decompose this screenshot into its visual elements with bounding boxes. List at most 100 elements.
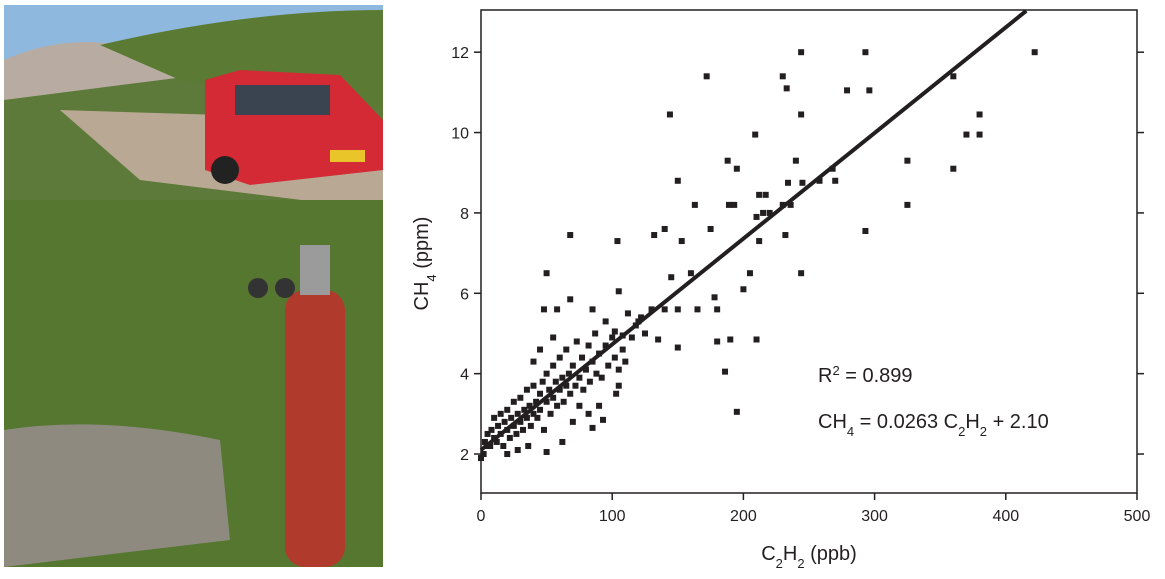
point — [589, 424, 596, 431]
point — [655, 336, 662, 343]
point — [517, 418, 524, 425]
point — [559, 438, 566, 445]
point — [602, 318, 609, 325]
point — [501, 418, 508, 425]
point — [488, 426, 495, 433]
y-tick-label: 10 — [451, 126, 469, 143]
point — [589, 306, 596, 313]
point — [572, 382, 579, 389]
point — [497, 410, 504, 417]
point — [622, 358, 629, 365]
y-tick-label: 4 — [460, 367, 469, 384]
annotation-part: CH — [818, 411, 847, 433]
point — [480, 451, 487, 458]
point — [565, 370, 572, 377]
point — [722, 368, 729, 375]
point — [798, 49, 805, 56]
point — [787, 201, 794, 208]
y-tick-label: 2 — [460, 447, 469, 464]
point — [576, 374, 583, 381]
point — [543, 449, 550, 456]
point — [556, 386, 563, 393]
x-axis-label-part: 2 — [797, 556, 804, 571]
y-axis-label-part: CH — [411, 282, 433, 311]
point — [963, 131, 970, 138]
point — [746, 270, 753, 277]
annotation: CH4 = 0.0263 C2H2 + 2.10 — [818, 411, 1049, 439]
point — [725, 201, 732, 208]
point — [530, 382, 537, 389]
point — [733, 165, 740, 172]
point — [711, 294, 718, 301]
point — [559, 374, 566, 381]
annotation-part: + 2.10 — [987, 411, 1049, 433]
point — [648, 306, 655, 313]
point — [950, 165, 957, 172]
point — [628, 334, 635, 341]
point — [491, 414, 498, 421]
point — [547, 410, 554, 417]
point — [605, 362, 612, 369]
x-tick-label: 0 — [477, 508, 486, 525]
point — [592, 330, 599, 337]
point — [506, 434, 513, 441]
point — [733, 408, 740, 415]
point — [537, 346, 544, 353]
x-tick-label: 400 — [992, 508, 1019, 525]
point — [586, 378, 593, 385]
point — [510, 398, 517, 405]
annotation-part: 2 — [832, 363, 839, 378]
point — [613, 390, 620, 397]
point — [500, 442, 507, 449]
point — [569, 362, 576, 369]
x-axis-label-part: C — [761, 543, 775, 565]
point — [611, 328, 618, 335]
y-tick-label: 8 — [460, 206, 469, 223]
point — [798, 270, 805, 277]
point — [779, 73, 786, 80]
annotation-part: = 0.0263 C — [854, 411, 958, 433]
point — [481, 438, 488, 445]
point — [521, 406, 528, 413]
point — [766, 209, 773, 216]
point — [514, 410, 521, 417]
y-tick-label: 6 — [460, 286, 469, 303]
point — [533, 398, 540, 405]
point — [600, 416, 607, 423]
x-axis-label-part: (ppb) — [805, 543, 857, 565]
point — [783, 85, 790, 92]
point — [585, 342, 592, 349]
point — [866, 87, 873, 94]
point — [484, 430, 491, 437]
point — [504, 406, 511, 413]
point — [540, 426, 547, 433]
point — [976, 131, 983, 138]
point — [543, 370, 550, 377]
annotation-part: 2 — [958, 424, 965, 439]
point — [651, 232, 658, 239]
point — [609, 334, 616, 341]
y-axis-label-part: 4 — [424, 274, 439, 281]
point — [493, 438, 500, 445]
point — [727, 336, 734, 343]
point — [504, 451, 511, 458]
point — [844, 87, 851, 94]
point — [731, 201, 738, 208]
point — [707, 225, 714, 232]
point — [517, 394, 524, 401]
x-axis-label: C2H2 (ppb) — [761, 543, 857, 571]
point — [619, 346, 626, 353]
point — [596, 402, 603, 409]
point — [756, 238, 763, 245]
point — [554, 306, 561, 313]
point — [668, 274, 675, 281]
point — [573, 338, 580, 345]
point — [519, 426, 526, 433]
point — [904, 157, 911, 164]
x-tick-label: 100 — [599, 508, 626, 525]
point — [580, 386, 587, 393]
point — [576, 402, 583, 409]
point — [487, 442, 494, 449]
point — [752, 131, 759, 138]
point — [478, 455, 484, 462]
